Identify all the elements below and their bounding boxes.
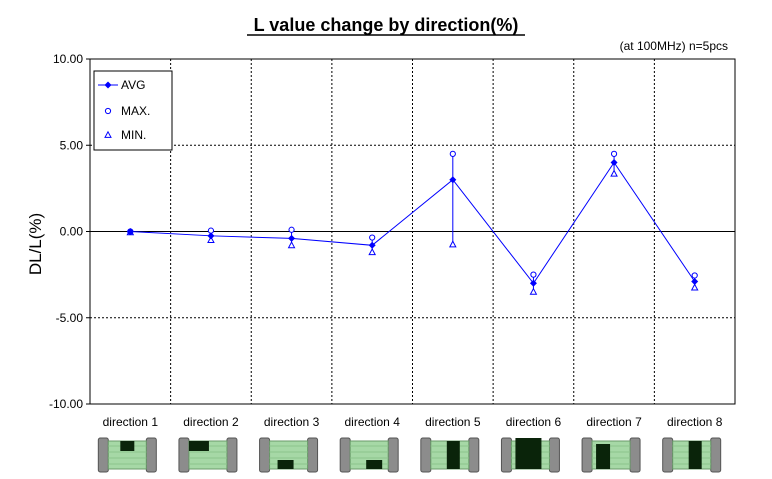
x-tick-label: direction 4 bbox=[345, 415, 401, 429]
chip-marking bbox=[188, 441, 209, 451]
grid bbox=[90, 59, 735, 404]
chip-electrode-left bbox=[97, 437, 109, 473]
point-avg bbox=[288, 234, 296, 242]
point-max bbox=[449, 150, 456, 157]
chart-title: L value change by direction(%) bbox=[254, 15, 519, 35]
chip-electrode-right bbox=[145, 437, 157, 473]
point-min bbox=[529, 287, 538, 295]
chip-marking bbox=[515, 438, 542, 469]
chip-image bbox=[500, 437, 560, 473]
point-min bbox=[610, 169, 618, 177]
point-min bbox=[287, 241, 296, 249]
y-axis-label: DL/L(%) bbox=[26, 213, 45, 275]
x-tick-label: direction 3 bbox=[264, 415, 320, 429]
point-min bbox=[690, 283, 699, 291]
chip-marking bbox=[688, 441, 702, 469]
y-tick-label: -10.00 bbox=[49, 397, 83, 411]
chip-electrode-left bbox=[500, 437, 512, 473]
point-max bbox=[530, 271, 537, 278]
chip-images bbox=[97, 437, 722, 473]
point-avg bbox=[368, 241, 376, 249]
chip-image bbox=[420, 437, 480, 473]
point-max bbox=[691, 272, 698, 279]
chip-image bbox=[97, 437, 157, 473]
series-line-avg bbox=[130, 161, 696, 285]
chip-marking bbox=[446, 441, 460, 469]
point-min bbox=[207, 235, 215, 244]
y-tick-label: 10.00 bbox=[53, 52, 83, 66]
chip-image bbox=[662, 437, 722, 473]
chip-electrode-right bbox=[307, 437, 319, 473]
x-tick-label: direction 7 bbox=[586, 415, 642, 429]
y-tick-label: 0.00 bbox=[60, 225, 84, 239]
series-layer bbox=[126, 150, 699, 295]
chip-marking bbox=[120, 441, 135, 451]
chip-image bbox=[178, 437, 238, 473]
legend-label: MAX. bbox=[121, 104, 150, 118]
point-avg bbox=[126, 228, 134, 235]
chip-electrode-right bbox=[387, 437, 399, 473]
point-avg bbox=[529, 279, 537, 287]
legend-marker-avg bbox=[104, 81, 112, 89]
legend-marker-max bbox=[104, 107, 112, 115]
point-avg bbox=[449, 176, 457, 184]
legend: AVG MAX. MIN. bbox=[93, 70, 173, 151]
point-max bbox=[288, 226, 295, 233]
chip-image bbox=[339, 437, 399, 473]
chip-electrode-left bbox=[178, 437, 190, 473]
chip-marking bbox=[366, 460, 383, 469]
legend-label: AVG bbox=[121, 78, 145, 92]
x-tick-label: direction 1 bbox=[103, 415, 159, 429]
measurement-note: (at 100MHz) n=5pcs bbox=[620, 39, 728, 53]
chip-electrode-left bbox=[662, 437, 674, 473]
chip-image bbox=[581, 437, 641, 473]
point-max bbox=[369, 234, 376, 241]
chip-marking bbox=[596, 444, 611, 469]
legend-items: AVG MAX. MIN. bbox=[98, 78, 150, 142]
chip-electrode-left bbox=[420, 437, 432, 473]
legend-label: MIN. bbox=[121, 128, 146, 142]
chip-electrode-left bbox=[581, 437, 593, 473]
chip-electrode-right bbox=[710, 437, 722, 473]
chip-electrode-right bbox=[629, 437, 641, 473]
x-tick-label: direction 2 bbox=[183, 415, 239, 429]
point-avg bbox=[691, 278, 699, 286]
point-min bbox=[368, 247, 377, 256]
chip-electrode-right bbox=[226, 437, 238, 473]
chip-electrode-left bbox=[339, 437, 351, 473]
point-min bbox=[448, 240, 457, 248]
y-tick-label: -5.00 bbox=[56, 311, 84, 325]
point-avg bbox=[207, 232, 215, 240]
legend-marker-min bbox=[104, 130, 112, 138]
chip-electrode-left bbox=[259, 437, 271, 473]
chip-electrode-right bbox=[468, 437, 480, 473]
axes: 10.00 5.00 0.00 -5.00 -10.00 direction 1 direc… bbox=[49, 52, 736, 429]
x-tick-label: direction 5 bbox=[425, 415, 481, 429]
x-tick-label: direction 8 bbox=[667, 415, 723, 429]
chip-image bbox=[259, 437, 319, 473]
chip-marking bbox=[277, 460, 294, 469]
point-avg bbox=[610, 159, 618, 166]
point-max bbox=[610, 150, 618, 157]
chip-electrode-right bbox=[548, 437, 560, 473]
x-tick-label: direction 6 bbox=[506, 415, 562, 429]
y-tick-label: 5.00 bbox=[60, 138, 84, 152]
